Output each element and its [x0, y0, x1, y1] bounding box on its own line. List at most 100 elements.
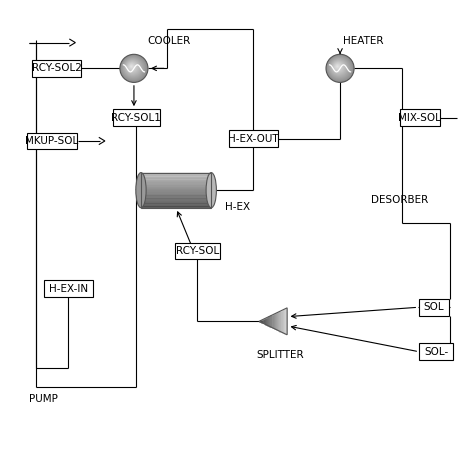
Circle shape	[335, 64, 341, 70]
Circle shape	[122, 56, 145, 80]
Bar	[141, 197, 211, 198]
Circle shape	[334, 62, 343, 72]
Circle shape	[128, 64, 135, 70]
Circle shape	[129, 64, 134, 69]
Circle shape	[334, 63, 342, 71]
Bar	[141, 184, 211, 185]
Bar	[32, 60, 81, 77]
Circle shape	[332, 61, 345, 74]
Circle shape	[121, 56, 146, 80]
Bar	[400, 109, 440, 126]
Circle shape	[121, 55, 147, 82]
Text: COOLER: COOLER	[147, 36, 191, 46]
Circle shape	[130, 65, 132, 67]
Circle shape	[123, 57, 144, 78]
Circle shape	[336, 65, 339, 68]
Circle shape	[330, 59, 348, 76]
Circle shape	[124, 59, 141, 76]
Circle shape	[120, 55, 148, 82]
Bar	[141, 175, 211, 177]
Circle shape	[332, 60, 346, 74]
Circle shape	[331, 59, 347, 75]
Circle shape	[337, 66, 338, 67]
Circle shape	[131, 66, 132, 67]
Text: H-EX-OUT: H-EX-OUT	[228, 134, 279, 144]
Circle shape	[330, 59, 347, 76]
Text: HEATER: HEATER	[343, 36, 384, 46]
Text: RCY-SOL2: RCY-SOL2	[32, 64, 82, 73]
Circle shape	[332, 61, 345, 73]
Circle shape	[336, 64, 339, 68]
Text: MIX-SOL: MIX-SOL	[398, 112, 441, 123]
Bar	[141, 173, 211, 208]
Bar	[27, 133, 77, 149]
Circle shape	[128, 62, 137, 72]
Bar	[174, 243, 220, 259]
Bar	[141, 177, 211, 178]
Bar	[113, 109, 160, 126]
Circle shape	[124, 59, 142, 76]
Bar	[141, 174, 211, 175]
Circle shape	[122, 57, 144, 79]
Bar	[141, 202, 211, 203]
Bar	[229, 130, 278, 147]
Bar	[141, 206, 211, 208]
Bar	[141, 185, 211, 187]
Circle shape	[327, 55, 353, 82]
Circle shape	[125, 60, 140, 75]
Bar	[141, 182, 211, 184]
Text: SOL: SOL	[423, 302, 444, 312]
Text: H-EX-IN: H-EX-IN	[49, 283, 88, 293]
Bar	[141, 199, 211, 201]
Bar	[141, 188, 211, 190]
Circle shape	[128, 63, 136, 71]
Circle shape	[333, 62, 344, 72]
Circle shape	[129, 64, 135, 70]
Bar	[44, 280, 93, 297]
Circle shape	[129, 64, 133, 68]
Text: H-EX: H-EX	[225, 201, 250, 211]
Circle shape	[120, 55, 147, 82]
Text: MKUP-SOL: MKUP-SOL	[25, 136, 79, 146]
Text: SPLITTER: SPLITTER	[256, 350, 304, 360]
Ellipse shape	[136, 173, 146, 208]
Circle shape	[127, 62, 138, 73]
Circle shape	[326, 55, 354, 82]
Circle shape	[122, 57, 145, 79]
Bar	[141, 194, 211, 195]
Circle shape	[327, 55, 354, 82]
Circle shape	[128, 63, 136, 71]
Circle shape	[329, 58, 349, 78]
Circle shape	[328, 57, 351, 79]
Ellipse shape	[206, 173, 217, 208]
Bar	[141, 173, 211, 174]
Bar	[141, 190, 211, 191]
Circle shape	[329, 57, 350, 78]
Bar	[141, 201, 211, 202]
Text: RCY-SOL1: RCY-SOL1	[111, 112, 161, 123]
Text: RCY-SOL: RCY-SOL	[175, 246, 219, 256]
Bar	[141, 191, 211, 192]
Bar	[141, 195, 211, 197]
Circle shape	[328, 57, 350, 79]
Circle shape	[125, 59, 141, 75]
Circle shape	[335, 64, 341, 70]
Circle shape	[124, 58, 142, 77]
Circle shape	[331, 60, 346, 75]
Circle shape	[334, 63, 342, 71]
Circle shape	[328, 56, 351, 80]
Text: DESORBER: DESORBER	[371, 194, 428, 204]
Circle shape	[336, 64, 340, 69]
Bar	[141, 181, 211, 182]
Circle shape	[121, 55, 146, 81]
Circle shape	[328, 56, 352, 80]
Circle shape	[333, 62, 344, 73]
Bar	[141, 187, 211, 188]
Bar	[141, 192, 211, 194]
Bar	[141, 180, 211, 181]
Circle shape	[126, 61, 139, 74]
Bar	[141, 205, 211, 206]
Circle shape	[126, 60, 139, 74]
Bar	[141, 198, 211, 199]
Circle shape	[330, 58, 348, 77]
